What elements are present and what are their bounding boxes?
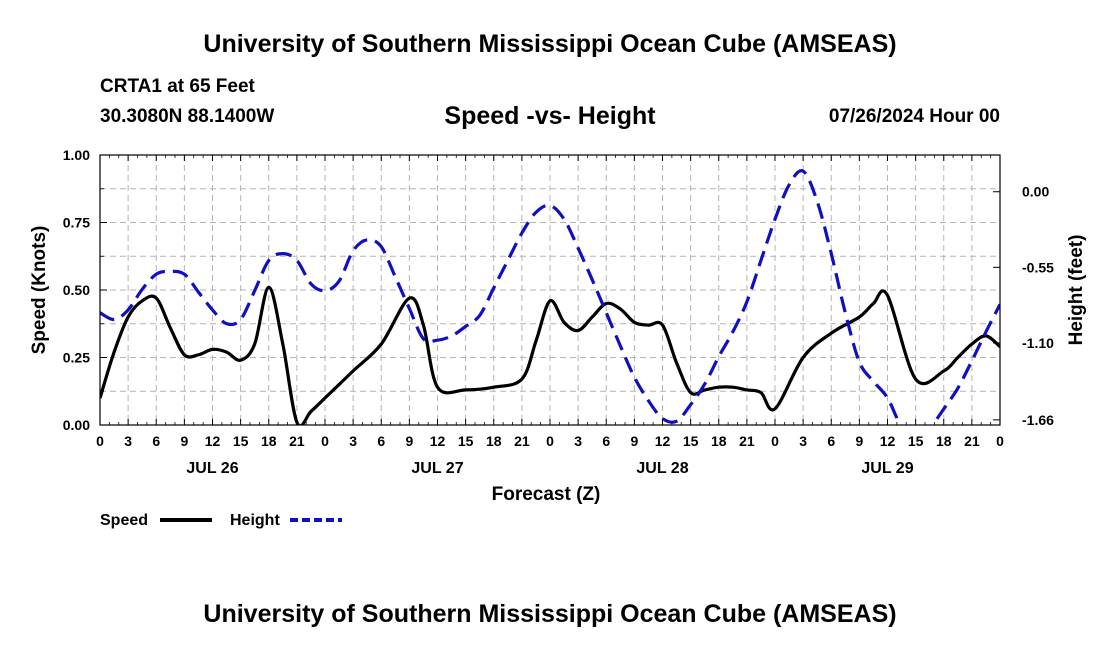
y2-tick-label: -1.66 — [1022, 412, 1054, 428]
y-tick-label: 0.50 — [63, 282, 90, 298]
x-tick-label: 12 — [880, 433, 896, 449]
x-tick-label: 6 — [602, 433, 610, 449]
x-tick-label: 3 — [574, 433, 582, 449]
x-tick-label: 21 — [289, 433, 305, 449]
forecast-datetime: 07/26/2024 Hour 00 — [828, 106, 1000, 127]
day-label: JUL 28 — [636, 460, 688, 477]
x-tick-label: 0 — [996, 433, 1004, 449]
x-tick-label: 9 — [180, 433, 188, 449]
plot-area — [100, 169, 1000, 425]
x-axis-label: Forecast (Z) — [492, 484, 601, 505]
x-tick-label: 21 — [964, 433, 980, 449]
x-tick-label: 18 — [711, 433, 727, 449]
height-series-line — [100, 169, 1000, 425]
x-tick-label: 15 — [683, 433, 699, 449]
x-tick-label: 0 — [771, 433, 779, 449]
grid-lines — [100, 155, 1000, 425]
x-tick-label: 12 — [205, 433, 221, 449]
x-tick-label: 6 — [152, 433, 160, 449]
x-tick-label: 18 — [486, 433, 502, 449]
y2-axis-label: Height (feet) — [1066, 235, 1087, 346]
x-tick-label: 0 — [321, 433, 329, 449]
x-tick-label: 9 — [630, 433, 638, 449]
x-tick-label: 6 — [827, 433, 835, 449]
legend-height-label: Height — [230, 512, 280, 529]
x-tick-label: 15 — [233, 433, 249, 449]
station-name: CRTA1 at 65 Feet — [100, 76, 255, 97]
y-tick-label: 0.25 — [63, 350, 90, 366]
x-tick-label: 0 — [96, 433, 104, 449]
axis-ticks: 0 3 6 9 12 15 18 21 0 3 6 9 12 15 18 21 0 3 6 9 12 15 18 21 0 3 6 9… — [63, 147, 1054, 477]
y-tick-label: 1.00 — [63, 147, 90, 163]
y-axis-label: Speed (Knots) — [29, 226, 50, 355]
day-label: JUL 29 — [861, 460, 913, 477]
y2-tick-label: -0.55 — [1022, 259, 1054, 275]
x-tick-label: 18 — [261, 433, 277, 449]
speed-series-line — [100, 285, 1000, 425]
legend: Speed Height — [100, 512, 342, 529]
y2-tick-label: 0.00 — [1022, 184, 1049, 200]
x-tick-label: 3 — [799, 433, 807, 449]
x-tick-label: 9 — [405, 433, 413, 449]
day-label: JUL 26 — [186, 460, 238, 477]
x-tick-label: 15 — [908, 433, 924, 449]
x-tick-label: 9 — [855, 433, 863, 449]
day-label: JUL 27 — [411, 460, 463, 477]
y-tick-label: 0.75 — [63, 215, 90, 231]
x-tick-label: 3 — [349, 433, 357, 449]
legend-speed-label: Speed — [100, 512, 148, 529]
y-tick-label: 0.00 — [63, 417, 90, 433]
y2-tick-label: -1.10 — [1022, 335, 1054, 351]
x-tick-label: 18 — [936, 433, 952, 449]
main-title: University of Southern Mississippi Ocean… — [203, 30, 897, 58]
x-tick-label: 12 — [430, 433, 446, 449]
x-tick-label: 21 — [739, 433, 755, 449]
x-tick-label: 15 — [458, 433, 474, 449]
x-tick-label: 12 — [655, 433, 671, 449]
station-coords: 30.3080N 88.1400W — [100, 106, 275, 127]
chart-title: Speed -vs- Height — [444, 102, 656, 130]
x-tick-label: 3 — [124, 433, 132, 449]
x-tick-label: 0 — [546, 433, 554, 449]
bottom-title: University of Southern Mississippi Ocean… — [203, 600, 897, 628]
x-tick-label: 6 — [377, 433, 385, 449]
x-tick-label: 21 — [514, 433, 530, 449]
